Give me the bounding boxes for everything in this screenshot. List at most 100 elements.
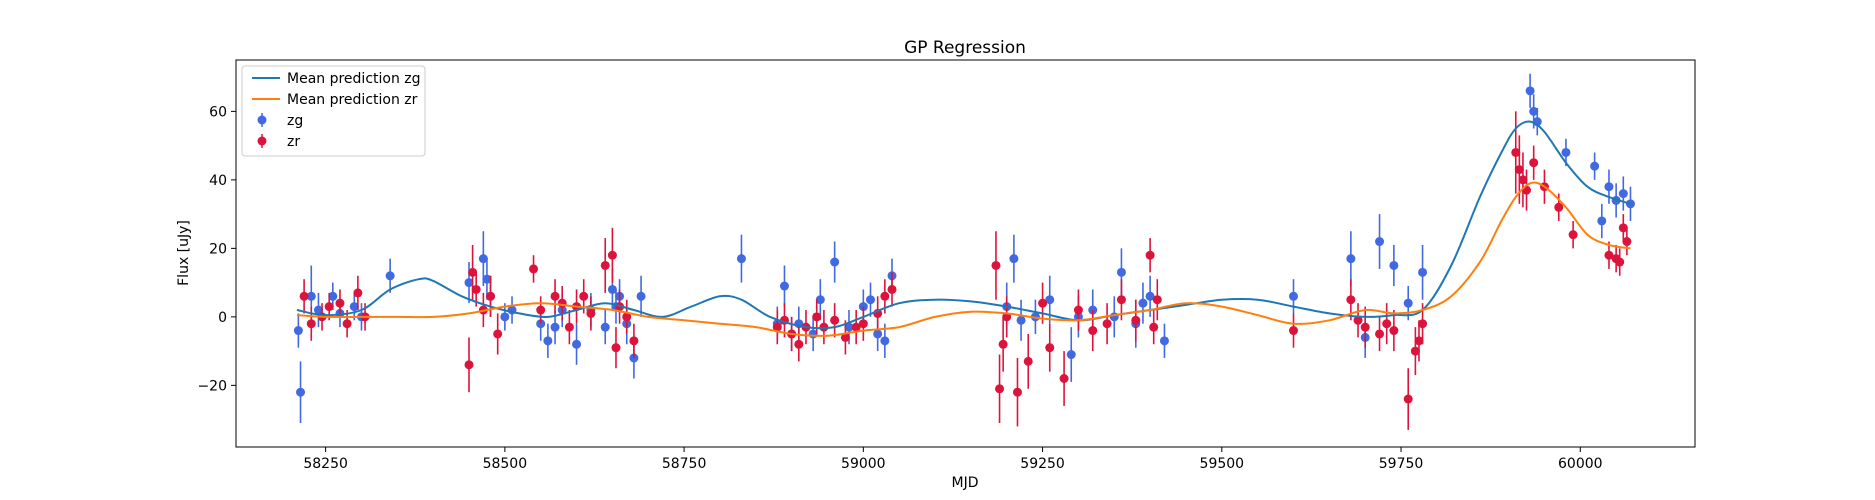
point-zg [1604, 182, 1614, 192]
point-zg [844, 322, 854, 332]
point-zr [550, 291, 560, 301]
point-zr [1514, 165, 1524, 175]
point-zg [1561, 147, 1571, 157]
point-zg [293, 326, 303, 336]
point-zr [998, 339, 1008, 349]
point-zg [1346, 254, 1356, 264]
point-zg [1289, 291, 1299, 301]
axes-layer: 58250 58500 58750 59000 59250 59500 59750 60000… [197, 104, 1602, 472]
point-zr [1622, 237, 1632, 247]
point-zg [1590, 161, 1600, 171]
point-zg [1066, 350, 1076, 360]
point-zr [1073, 305, 1083, 315]
mean-line-zg [296, 120, 1631, 330]
point-zr [819, 322, 829, 332]
point-zg [1045, 295, 1055, 305]
point-zg [482, 274, 492, 284]
point-zr [1410, 346, 1420, 356]
point-zr [1360, 322, 1370, 332]
point-zr [335, 298, 345, 308]
point-zr [1403, 394, 1413, 404]
x-axis-label: MJD [952, 475, 979, 491]
point-zr [324, 302, 334, 312]
point-zr [887, 284, 897, 294]
point-zg [500, 312, 510, 322]
point-zg [1375, 237, 1385, 247]
point-zr [468, 267, 478, 277]
point-zr [629, 336, 639, 346]
point-zr [299, 291, 309, 301]
point-zr [1346, 295, 1356, 305]
x-tick-label: 58500 [483, 456, 528, 472]
point-zr [772, 322, 782, 332]
point-zg [779, 281, 789, 291]
point-zr [794, 339, 804, 349]
point-zr [1382, 319, 1392, 329]
point-zr [858, 319, 868, 329]
point-zr [557, 298, 567, 308]
x-tick-label: 59750 [1379, 456, 1424, 472]
point-zg [600, 322, 610, 332]
x-tick-label: 58250 [303, 456, 348, 472]
point-zr [306, 319, 316, 329]
point-zr [529, 264, 539, 274]
point-zg [1159, 336, 1169, 346]
point-zg [550, 322, 560, 332]
point-zr [1045, 343, 1055, 353]
x-tick-label: 60000 [1558, 456, 1603, 472]
point-zg [736, 254, 746, 264]
legend-label-mean-zg: Mean prediction zg [287, 71, 421, 87]
point-zr [1618, 223, 1628, 233]
point-zg [478, 254, 488, 264]
point-zr [579, 291, 589, 301]
point-zr [812, 312, 822, 322]
point-zr [564, 322, 574, 332]
point-zr [1152, 295, 1162, 305]
point-zr [1511, 147, 1521, 157]
plot-frame [235, 59, 1696, 448]
point-zg [1116, 267, 1126, 277]
point-zg [328, 291, 338, 301]
point-zg [572, 339, 582, 349]
point-zg [296, 387, 306, 397]
point-zr [830, 315, 840, 325]
point-zg [866, 295, 876, 305]
point-zr [471, 284, 481, 294]
point-zg [636, 291, 646, 301]
point-zr [1529, 158, 1539, 168]
legend-label-mean-zr: Mean prediction zr [287, 92, 418, 108]
y-tick-label: −20 [197, 378, 227, 394]
point-zr [600, 260, 610, 270]
point-zr [840, 332, 850, 342]
point-zr [611, 343, 621, 353]
point-zg [1009, 254, 1019, 264]
point-zr [1145, 250, 1155, 260]
point-zr [1554, 202, 1564, 212]
point-zg [306, 291, 316, 301]
legend-label-zg: zg [287, 113, 303, 129]
point-zg [1145, 291, 1155, 301]
chart-title: GP Regression [904, 38, 1026, 58]
point-zg [1403, 298, 1413, 308]
point-zr [1389, 326, 1399, 336]
point-zg [1597, 216, 1607, 226]
legend-marker-zr [257, 136, 267, 146]
point-zr [342, 319, 352, 329]
point-zr [353, 288, 363, 298]
point-zg [1389, 260, 1399, 270]
y-tick-label: 40 [209, 173, 227, 189]
point-zg [1016, 315, 1026, 325]
point-zr [1353, 315, 1363, 325]
y-tick-label: 60 [209, 104, 227, 120]
point-zr [880, 291, 890, 301]
point-zr [1289, 326, 1299, 336]
point-zg [815, 295, 825, 305]
point-zr [991, 260, 1001, 270]
point-zr [1116, 295, 1126, 305]
point-zr [486, 291, 496, 301]
point-zr [1568, 230, 1578, 240]
x-tick-label: 59250 [1020, 456, 1065, 472]
point-zr [1418, 319, 1428, 329]
mean-line-zr [296, 181, 1631, 337]
